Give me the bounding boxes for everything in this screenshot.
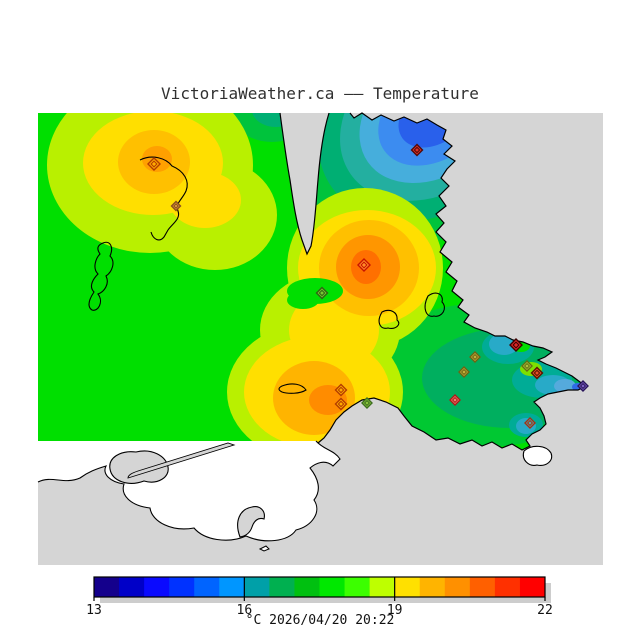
colorbar-tick-labels: 13 16 19 22 bbox=[86, 603, 553, 618]
station-marker bbox=[315, 286, 329, 300]
station-marker bbox=[530, 366, 544, 380]
colorbar-segment bbox=[469, 577, 496, 597]
station-marker bbox=[458, 366, 470, 378]
harbour-details bbox=[109, 442, 553, 552]
colorbar-segment bbox=[144, 577, 170, 597]
colorbar-segment bbox=[244, 577, 270, 597]
station-marker-inner bbox=[512, 341, 520, 349]
colorbar-tick-label: 22 bbox=[537, 603, 553, 618]
station-marker-inner bbox=[337, 400, 345, 408]
station-marker bbox=[521, 360, 533, 372]
colorbar-segment bbox=[169, 577, 195, 597]
station-marker-inner bbox=[460, 368, 468, 376]
colorbar-segment bbox=[294, 577, 320, 597]
station-marker bbox=[469, 351, 481, 363]
station-marker bbox=[357, 258, 371, 272]
green-pocket-center bbox=[287, 278, 343, 309]
station-marker-inner bbox=[526, 419, 534, 427]
station-marker-inner bbox=[173, 203, 179, 209]
colorbar: 13 16 19 22 °C 2026/04/20 20:22 bbox=[86, 576, 553, 628]
colorbar-segment bbox=[194, 577, 220, 597]
colorbar-segment bbox=[219, 577, 245, 597]
coastline-outline bbox=[279, 112, 588, 451]
station-marker-inner bbox=[150, 160, 158, 168]
station-marker-inner bbox=[451, 396, 459, 404]
station-marker-inner bbox=[523, 362, 531, 370]
colorbar-segment bbox=[369, 577, 396, 597]
colorbar-border bbox=[93, 576, 546, 598]
colorbar-tick-label: 13 bbox=[86, 603, 102, 618]
station-marker bbox=[577, 380, 589, 392]
colorbar-ticks bbox=[93, 577, 546, 601]
colorbar-segment bbox=[344, 577, 371, 597]
station-marker-inner bbox=[337, 386, 345, 394]
colorbar-segment bbox=[94, 577, 120, 597]
colorbar-segment bbox=[119, 577, 145, 597]
station-marker bbox=[410, 143, 424, 157]
station-marker bbox=[147, 157, 161, 171]
station-markers bbox=[147, 143, 589, 429]
station-marker bbox=[334, 383, 348, 397]
colorbar-segment bbox=[319, 577, 346, 597]
lake-and-island-outlines bbox=[88, 156, 445, 394]
colorbar-segment bbox=[394, 577, 421, 597]
station-marker-inner bbox=[413, 146, 421, 154]
station-marker-inner bbox=[471, 353, 479, 361]
station-marker bbox=[449, 394, 461, 406]
station-marker-inner bbox=[360, 261, 368, 269]
colorbar-segment bbox=[419, 577, 446, 597]
station-marker bbox=[361, 397, 373, 409]
station-marker-inner bbox=[363, 399, 371, 407]
colorbar-tick-label: 19 bbox=[387, 603, 403, 618]
strait-coastline bbox=[37, 440, 341, 542]
colorbar-segments bbox=[94, 577, 546, 597]
colorbar-segment bbox=[269, 577, 295, 597]
colorbar-caption: °C 2026/04/20 20:22 bbox=[246, 613, 395, 628]
page-title: VictoriaWeather.ca —— Temperature bbox=[161, 84, 479, 103]
station-marker bbox=[509, 338, 523, 352]
station-marker bbox=[334, 397, 348, 411]
colorbar-segment bbox=[519, 577, 546, 597]
colorbar-tick-label: 16 bbox=[237, 603, 253, 618]
station-marker-inner bbox=[533, 369, 541, 377]
station-marker bbox=[170, 200, 182, 212]
station-marker bbox=[524, 417, 536, 429]
colorbar-segment bbox=[444, 577, 471, 597]
station-marker-inner bbox=[579, 382, 587, 390]
station-marker-inner bbox=[318, 289, 326, 297]
colorbar-segment bbox=[494, 577, 521, 597]
